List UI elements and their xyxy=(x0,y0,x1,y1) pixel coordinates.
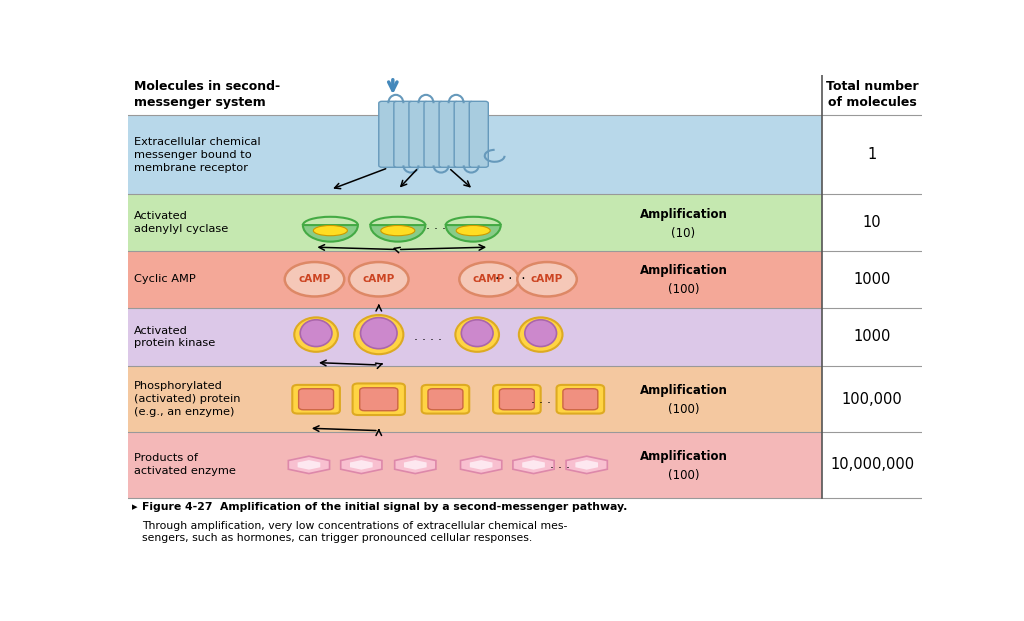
Polygon shape xyxy=(350,460,373,469)
Text: 10: 10 xyxy=(862,215,882,230)
Text: (100): (100) xyxy=(668,283,699,296)
FancyBboxPatch shape xyxy=(292,385,340,414)
Bar xyxy=(128,251,822,307)
Ellipse shape xyxy=(461,320,494,347)
Text: 100,000: 100,000 xyxy=(842,392,902,407)
Bar xyxy=(822,307,922,366)
Polygon shape xyxy=(289,456,330,474)
Ellipse shape xyxy=(360,317,397,349)
FancyBboxPatch shape xyxy=(379,101,397,167)
Text: Total number
of molecules: Total number of molecules xyxy=(825,80,919,109)
Text: 1000: 1000 xyxy=(853,272,891,287)
Ellipse shape xyxy=(519,317,562,352)
Bar xyxy=(822,432,922,497)
Ellipse shape xyxy=(456,317,499,352)
FancyBboxPatch shape xyxy=(500,389,535,410)
FancyBboxPatch shape xyxy=(439,101,458,167)
Text: Through amplification, very low concentrations of extracellular chemical mes-
se: Through amplification, very low concentr… xyxy=(142,520,567,543)
Ellipse shape xyxy=(525,320,557,347)
Bar xyxy=(822,75,922,115)
Bar xyxy=(128,75,822,115)
Text: (10): (10) xyxy=(672,227,695,240)
FancyBboxPatch shape xyxy=(394,101,413,167)
Polygon shape xyxy=(298,460,321,469)
Text: . . . .: . . . . xyxy=(414,330,442,343)
Text: cAMP: cAMP xyxy=(362,274,395,284)
FancyBboxPatch shape xyxy=(359,388,397,410)
Text: Activated
protein kinase: Activated protein kinase xyxy=(134,325,216,348)
Text: Amplification: Amplification xyxy=(640,207,727,220)
Wedge shape xyxy=(371,225,425,242)
FancyBboxPatch shape xyxy=(424,101,443,167)
Polygon shape xyxy=(513,456,554,474)
FancyBboxPatch shape xyxy=(299,389,334,410)
Text: Amplification: Amplification xyxy=(640,450,727,463)
Bar xyxy=(128,115,822,194)
Ellipse shape xyxy=(457,225,490,236)
FancyBboxPatch shape xyxy=(409,101,428,167)
Ellipse shape xyxy=(460,262,519,296)
Bar xyxy=(822,115,922,194)
Text: Amplification: Amplification xyxy=(640,264,727,277)
Polygon shape xyxy=(522,460,545,469)
Polygon shape xyxy=(403,460,427,469)
Text: ▸: ▸ xyxy=(132,502,141,512)
Text: (100): (100) xyxy=(668,469,699,482)
Ellipse shape xyxy=(294,317,338,352)
Bar xyxy=(822,194,922,251)
Polygon shape xyxy=(470,460,493,469)
Polygon shape xyxy=(341,456,382,474)
Text: . . .: . . . xyxy=(550,458,570,471)
Text: ·  ·  ·: · · · xyxy=(495,272,525,286)
Text: Activated
adenylyl cyclase: Activated adenylyl cyclase xyxy=(134,211,228,234)
FancyBboxPatch shape xyxy=(556,385,604,414)
Ellipse shape xyxy=(517,262,577,296)
Bar xyxy=(128,194,822,251)
Text: 1000: 1000 xyxy=(853,330,891,345)
Text: . . .: . . . xyxy=(426,219,445,232)
Text: (100): (100) xyxy=(668,403,699,416)
Text: Amplification: Amplification xyxy=(640,384,727,397)
Text: . . .: . . . xyxy=(530,392,551,406)
Polygon shape xyxy=(461,456,502,474)
Ellipse shape xyxy=(381,225,415,236)
Text: Extracellular chemical
messenger bound to
membrane receptor: Extracellular chemical messenger bound t… xyxy=(134,137,261,173)
Text: Molecules in second-
messenger system: Molecules in second- messenger system xyxy=(134,80,281,109)
Text: 10,000,000: 10,000,000 xyxy=(829,458,914,473)
Bar xyxy=(128,432,822,497)
Text: Phosphorylated
(activated) protein
(e.g., an enzyme): Phosphorylated (activated) protein (e.g.… xyxy=(134,381,241,417)
Ellipse shape xyxy=(313,225,347,236)
Polygon shape xyxy=(575,460,598,469)
Bar xyxy=(128,307,822,366)
Text: Figure 4-27  Amplification of the initial signal by a second-messenger pathway.: Figure 4-27 Amplification of the initial… xyxy=(142,502,628,512)
FancyBboxPatch shape xyxy=(422,385,469,414)
Text: Cyclic AMP: Cyclic AMP xyxy=(134,274,197,284)
Text: 1: 1 xyxy=(867,147,877,162)
Wedge shape xyxy=(445,225,501,242)
Ellipse shape xyxy=(300,320,332,347)
Bar xyxy=(822,366,922,432)
Polygon shape xyxy=(566,456,607,474)
FancyBboxPatch shape xyxy=(455,101,473,167)
Ellipse shape xyxy=(354,315,403,354)
Text: cAMP: cAMP xyxy=(473,274,505,284)
Text: cAMP: cAMP xyxy=(298,274,331,284)
Bar xyxy=(128,366,822,432)
FancyBboxPatch shape xyxy=(494,385,541,414)
Ellipse shape xyxy=(349,262,409,296)
FancyBboxPatch shape xyxy=(563,389,598,410)
Polygon shape xyxy=(394,456,436,474)
Wedge shape xyxy=(303,225,357,242)
Text: Products of
activated enzyme: Products of activated enzyme xyxy=(134,453,237,476)
Text: cAMP: cAMP xyxy=(530,274,563,284)
Bar xyxy=(822,251,922,307)
Ellipse shape xyxy=(285,262,344,296)
FancyBboxPatch shape xyxy=(469,101,488,167)
FancyBboxPatch shape xyxy=(352,383,404,415)
FancyBboxPatch shape xyxy=(428,389,463,410)
